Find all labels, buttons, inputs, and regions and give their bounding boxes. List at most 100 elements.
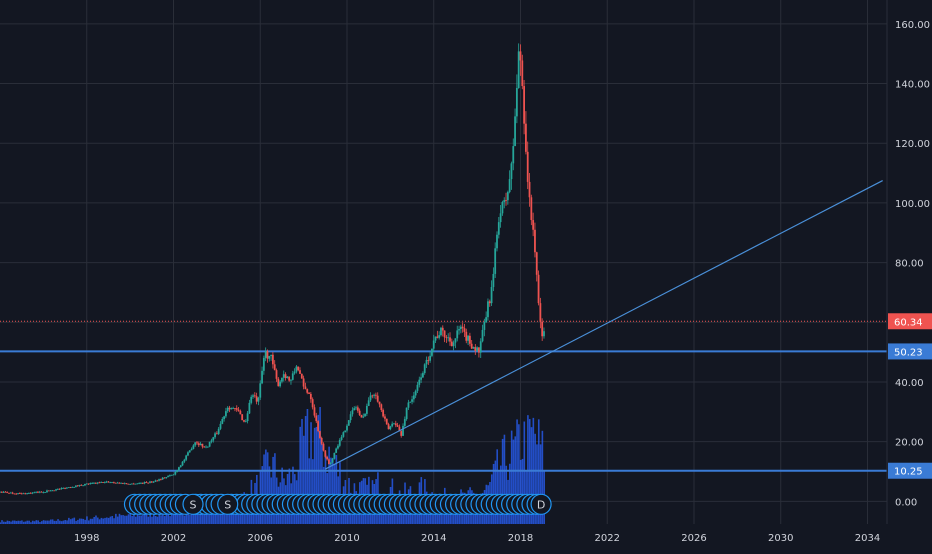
- volume-bar: [183, 515, 186, 524]
- volume-bar: [86, 516, 88, 524]
- candle-body: [56, 488, 59, 490]
- candle-body: [232, 408, 235, 409]
- candle-body: [53, 490, 56, 492]
- event-marker-letter: D: [537, 498, 545, 511]
- candle-body: [185, 455, 188, 460]
- trendline[interactable]: [325, 180, 883, 470]
- candle-body: [400, 431, 403, 436]
- event-marker-s[interactable]: S: [217, 493, 239, 515]
- volume-bar: [84, 519, 86, 524]
- volume-bar: [147, 516, 150, 524]
- volume-bar: [13, 520, 16, 524]
- volume-bar: [510, 430, 513, 524]
- horizontal-line-price-label: 10.25: [894, 467, 923, 478]
- candle-body: [138, 483, 141, 484]
- x-tick-label: 1998: [74, 533, 99, 544]
- volume-bar: [274, 453, 276, 524]
- volume-bar: [53, 520, 56, 524]
- candle-body: [29, 492, 32, 494]
- candle-body: [436, 336, 439, 338]
- volume-bar: [42, 520, 45, 524]
- candle-body: [17, 493, 19, 495]
- candle-body: [179, 465, 182, 468]
- candle-body: [121, 482, 124, 484]
- volume-bar: [102, 518, 105, 524]
- volume-bar: [50, 519, 52, 524]
- volume-bar: [219, 511, 222, 524]
- candle-body: [449, 337, 451, 342]
- candle-body: [481, 329, 484, 342]
- candle-body: [456, 330, 459, 339]
- volume-bar: [151, 516, 153, 524]
- candle-body: [450, 341, 453, 347]
- candle-body: [18, 493, 21, 495]
- volume-bar: [209, 511, 211, 524]
- candle-body: [234, 408, 236, 409]
- candle-body: [295, 366, 298, 372]
- volume-bar: [523, 421, 526, 524]
- candle-body: [309, 393, 312, 400]
- candle-body: [313, 407, 316, 416]
- candle-body: [271, 354, 274, 365]
- candle-body: [421, 373, 424, 378]
- candle-body: [98, 482, 101, 484]
- candle-body: [440, 327, 442, 336]
- volume-bar: [12, 520, 14, 524]
- candle-body: [275, 370, 278, 379]
- candle-body: [73, 486, 75, 488]
- volume-bar: [62, 520, 65, 524]
- volume-bar: [521, 458, 524, 524]
- x-tick-label: 2010: [334, 533, 359, 544]
- candle-body: [324, 450, 327, 457]
- candle-body: [215, 433, 218, 435]
- volume-bar: [165, 513, 168, 524]
- volume-bar: [59, 520, 61, 524]
- candle-body: [416, 384, 419, 391]
- candle-body: [105, 481, 108, 483]
- candle-body: [441, 327, 444, 331]
- volume-bar: [534, 433, 536, 524]
- candle-body: [22, 493, 25, 495]
- volume-bar: [306, 408, 309, 524]
- candle-body: [320, 437, 323, 444]
- candle-body: [541, 321, 544, 337]
- candle-body: [445, 337, 448, 339]
- candle-body: [362, 416, 365, 418]
- volume-bar: [87, 520, 90, 524]
- volume-bar: [26, 520, 29, 524]
- candle-body: [33, 492, 36, 494]
- volume-bar: [331, 458, 334, 524]
- y-tick-label: 80.00: [895, 259, 924, 270]
- volume-bar: [321, 443, 323, 524]
- candle-body: [412, 395, 415, 400]
- candle-body: [443, 330, 446, 338]
- volume-bar: [77, 519, 79, 524]
- candle-body: [342, 432, 345, 437]
- event-marker-s[interactable]: S: [182, 493, 204, 515]
- horizontal-lines[interactable]: [0, 320, 887, 472]
- candle-body: [355, 407, 357, 409]
- candle-body: [35, 491, 38, 493]
- candle-body: [347, 420, 350, 426]
- candle-body: [147, 482, 150, 484]
- volume-bar: [172, 508, 175, 524]
- candle-body: [465, 331, 468, 341]
- event-marker-d[interactable]: D: [530, 493, 552, 515]
- candle-body: [329, 462, 332, 465]
- volume-bar: [272, 456, 274, 524]
- volume-bar: [122, 515, 124, 524]
- trendline[interactable]: [325, 180, 883, 470]
- x-tick-label: 2030: [768, 533, 793, 544]
- volume-bar: [503, 434, 506, 524]
- volume-bar: [44, 520, 47, 524]
- candle-body: [300, 373, 303, 379]
- volume-bar: [539, 444, 542, 524]
- time-axis[interactable]: 1998 2002 2006 2010 2014 2018 2022 2026 2030 2034: [74, 533, 880, 544]
- volume-bar: [518, 424, 520, 524]
- volume-bar: [496, 449, 498, 524]
- candle-body: [523, 86, 526, 124]
- candle-body: [67, 487, 70, 489]
